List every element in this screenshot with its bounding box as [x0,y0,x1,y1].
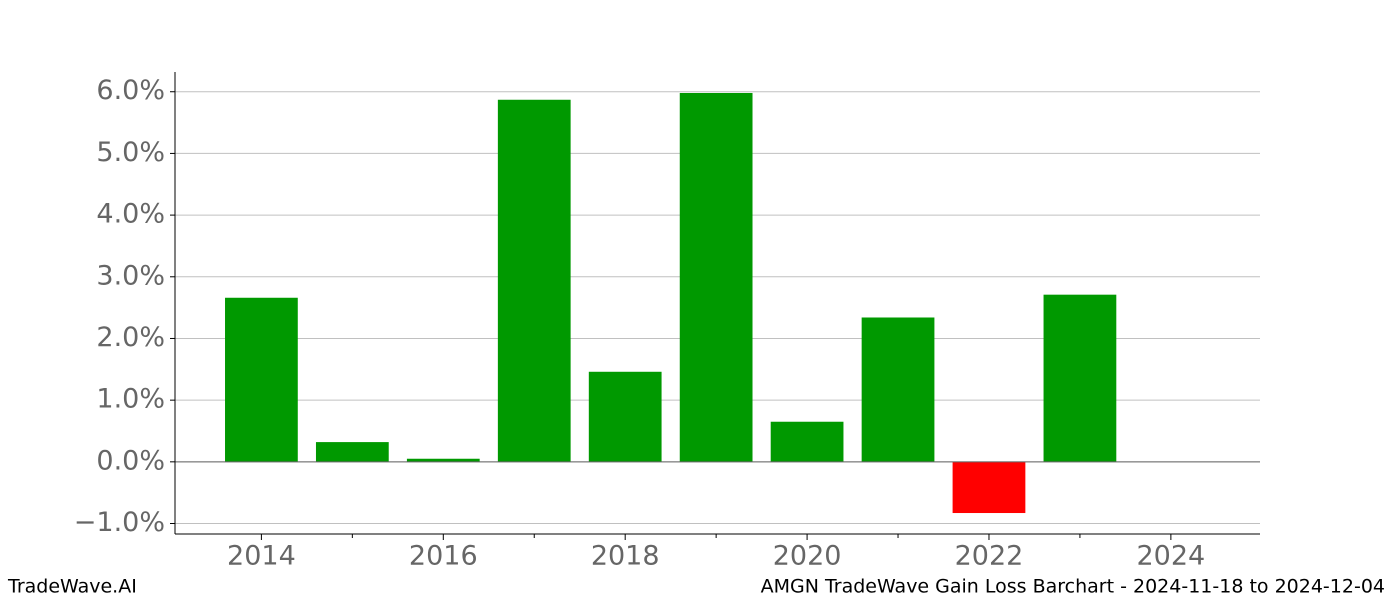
y-tick-label: 3.0% [96,260,165,291]
x-tick-label: 2020 [773,541,842,572]
watermark: TradeWave.AI [7,576,137,598]
y-tick-label: 5.0% [96,137,165,168]
bar [406,458,480,462]
y-tick-label: 4.0% [96,199,165,230]
bar [1043,294,1117,462]
x-tick-label: 2022 [955,541,1024,572]
bar [952,461,1026,514]
y-tick-label: 2.0% [96,322,165,353]
y-tick-label: −1.0% [74,507,165,538]
bar [770,421,844,462]
y-tick-label: 6.0% [96,75,165,106]
chart-title: AMGN TradeWave Gain Loss Barchart - 2024… [761,576,1385,598]
bar [679,92,753,462]
x-tick-label: 2014 [227,541,296,572]
y-tick-label: 1.0% [96,384,165,415]
bar [315,442,389,462]
bar [225,297,298,462]
x-tick-label: 2016 [409,541,478,572]
x-tick-label: 2024 [1137,541,1206,572]
y-tick-label: 0.0% [96,445,165,476]
bar [588,371,662,462]
bar [497,99,571,462]
x-tick-label: 2018 [591,541,660,572]
bar [861,317,935,462]
